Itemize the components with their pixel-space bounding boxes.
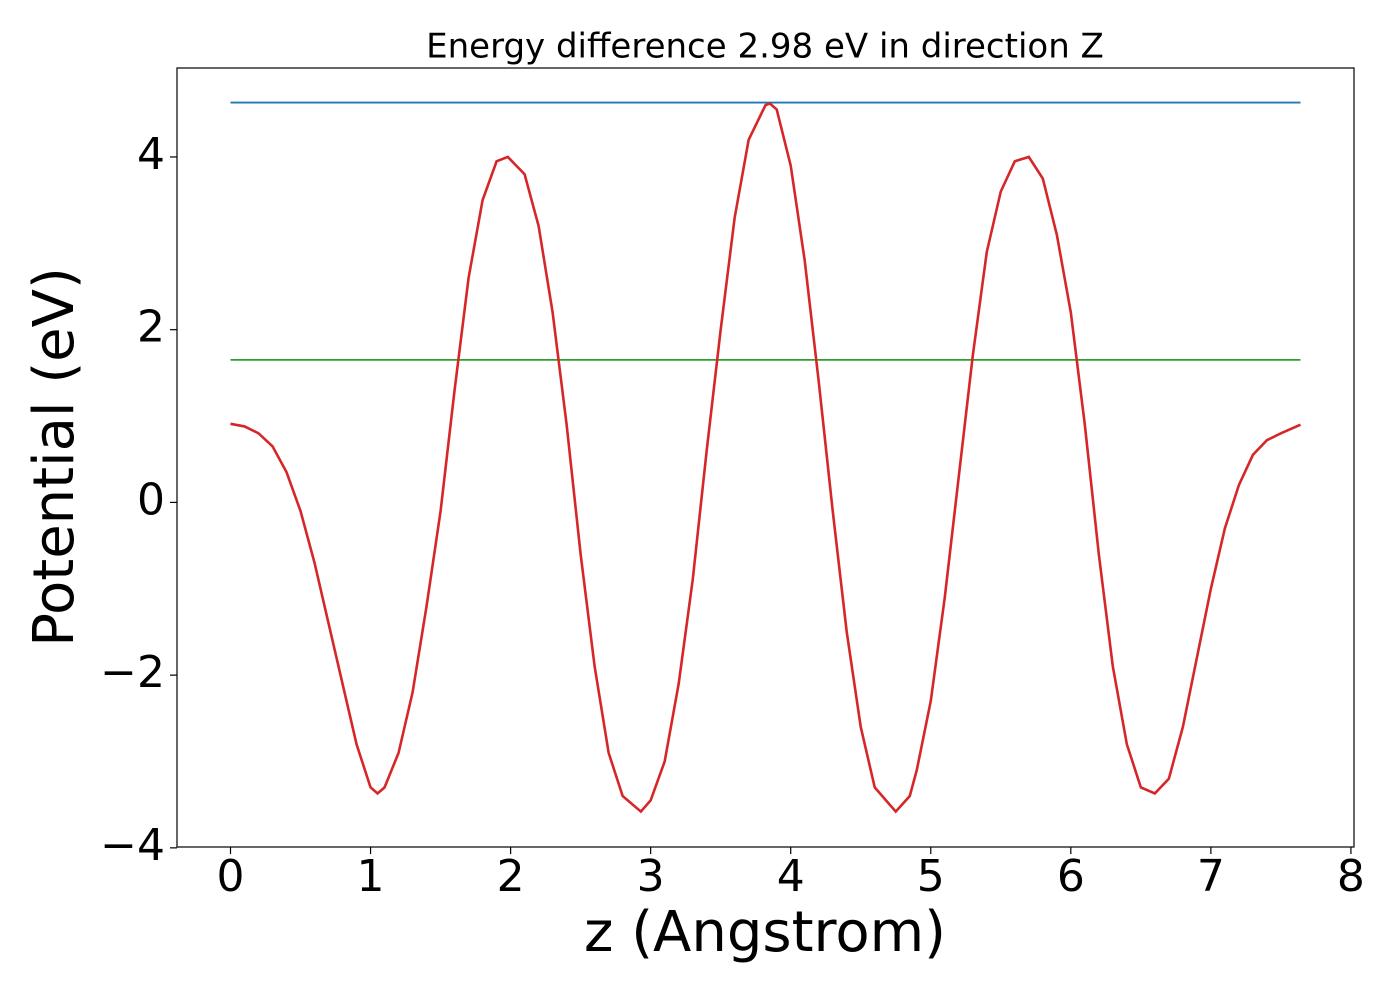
y-tick-label: −2 bbox=[100, 647, 165, 698]
x-axis-label: z (Angstrom) bbox=[584, 900, 946, 965]
x-tick-label: 1 bbox=[357, 851, 385, 902]
x-tick-label: 6 bbox=[1057, 851, 1085, 902]
chart-title: Energy difference 2.98 eV in direction Z bbox=[426, 27, 1104, 67]
x-tick-label: 3 bbox=[637, 851, 665, 902]
x-tick-label: 8 bbox=[1337, 851, 1365, 902]
plot-frame bbox=[176, 67, 1355, 848]
y-axis-label: Potential (eV) bbox=[22, 267, 87, 647]
y-tick-label: 2 bbox=[137, 302, 165, 353]
y-tick-label: 0 bbox=[137, 474, 165, 525]
data-line bbox=[230, 101, 1302, 814]
x-tick-label: 2 bbox=[497, 851, 525, 902]
y-tick-label: −4 bbox=[100, 820, 165, 871]
x-tick-label: 4 bbox=[777, 851, 805, 902]
x-tick-label: 0 bbox=[217, 851, 245, 902]
x-tick-label: 5 bbox=[917, 851, 945, 902]
x-tick-label: 7 bbox=[1197, 851, 1225, 902]
y-tick-label: 4 bbox=[137, 129, 165, 180]
